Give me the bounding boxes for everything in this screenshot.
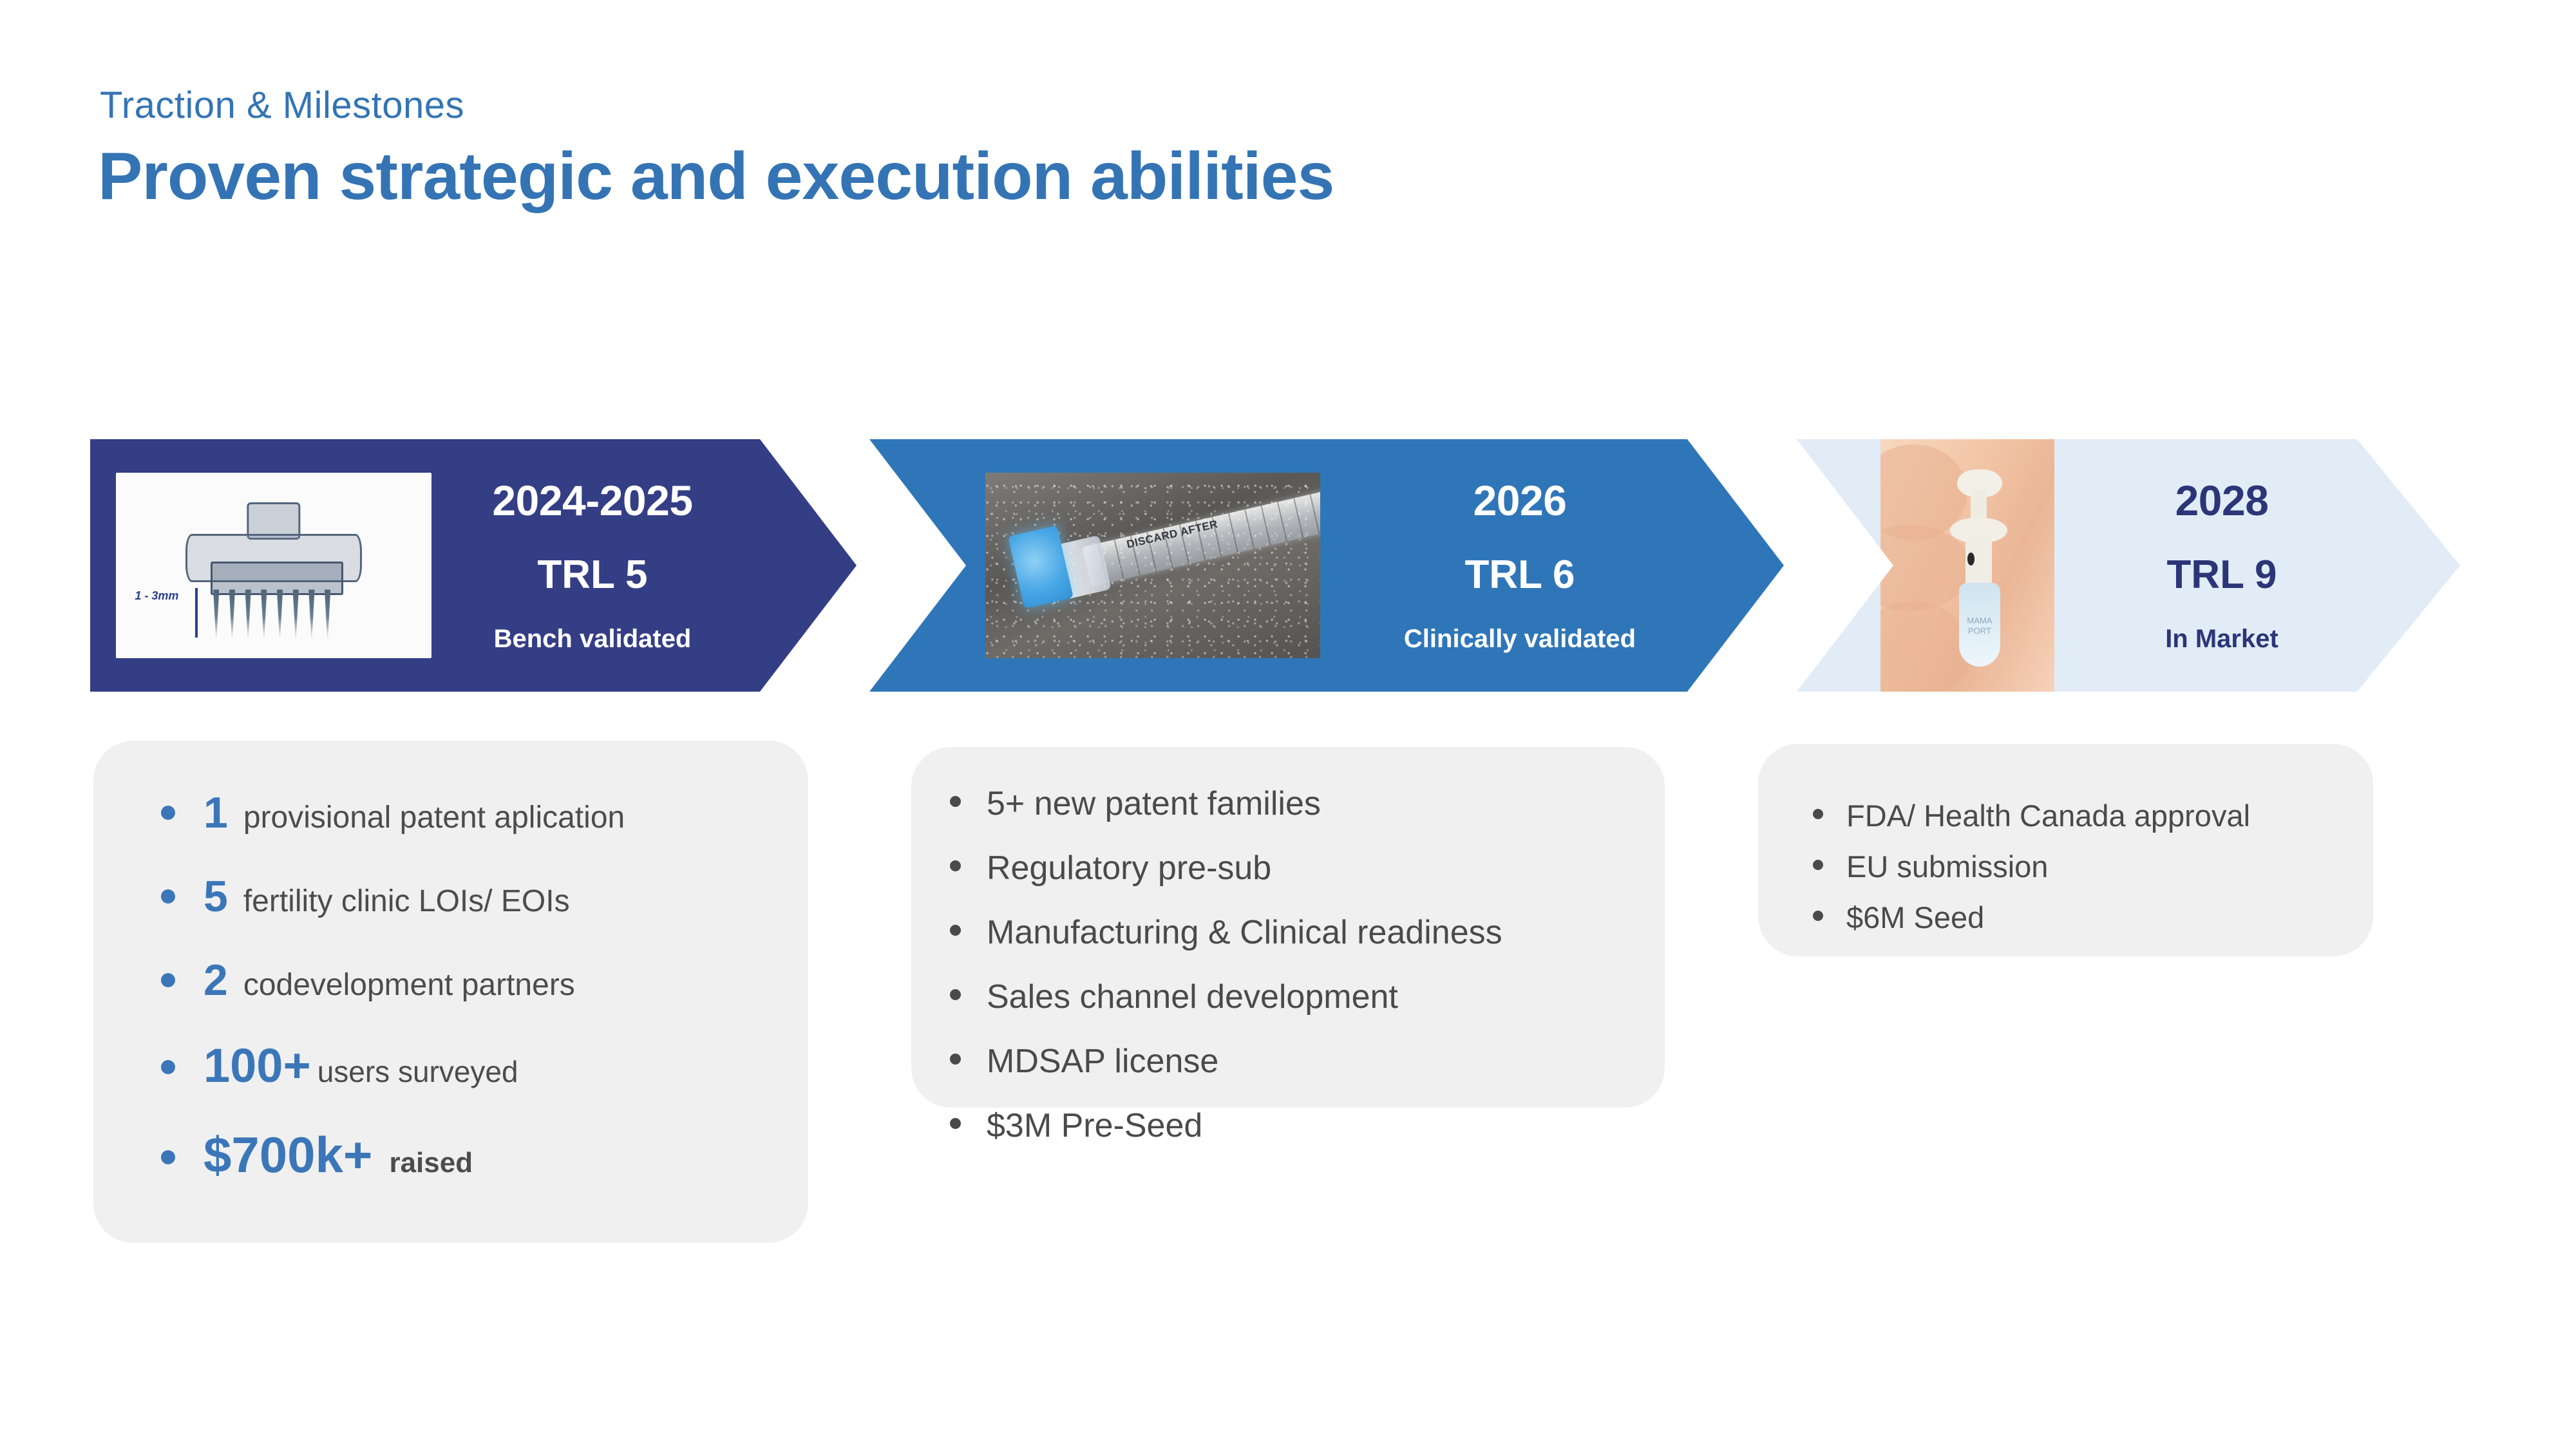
list-item: 5+ new patent families — [950, 787, 1665, 820]
device-block-shape — [211, 562, 343, 595]
list-item: Manufacturing & Clinical readiness — [950, 916, 1665, 949]
metric-value: 1 — [204, 788, 228, 837]
stage-trl: TRL 6 — [1464, 553, 1575, 597]
metric-label: users surveyed — [317, 1055, 518, 1088]
near-term-list: 5+ new patent families Regulatory pre-su… — [911, 747, 1665, 1142]
trl-timeline: 1 - 3mm 2024-2025 TRL 5 Bench validated — [90, 439, 2460, 692]
list-item: FDA/ Health Canada approval — [1813, 800, 2373, 831]
metric-value: 5 — [204, 872, 228, 921]
list-item: EU submission — [1813, 851, 2373, 882]
traction-achievements-card: 1 provisional patent aplication 5 fertil… — [93, 741, 808, 1243]
bullet-dot-icon — [950, 796, 961, 807]
stage-year: 2026 — [1473, 477, 1567, 524]
milestone-label: 5+ new patent families — [987, 785, 1321, 822]
list-item: MDSAP license — [950, 1045, 1665, 1078]
bullet-dot-icon — [161, 973, 175, 987]
achievements-list: 1 provisional patent aplication 5 fertil… — [93, 741, 808, 1180]
bullet-dot-icon — [950, 860, 961, 871]
timeline-stage-2028[interactable]: MAMA PORT 2028 TRL 9 In Market — [1797, 439, 2460, 692]
metric-value: 100+ — [204, 1039, 311, 1092]
bullet-dot-icon — [950, 1054, 961, 1065]
needle-group — [211, 589, 343, 639]
stage-trl: TRL 9 — [2166, 553, 2277, 597]
list-item: Regulatory pre-sub — [950, 851, 1665, 885]
device-port-hole — [1967, 553, 1975, 565]
list-item: 2 codevelopment partners — [161, 958, 808, 1002]
stage-1-text: 2024-2025 TRL 5 Bench validated — [431, 439, 753, 692]
milestone-label: MDSAP license — [987, 1043, 1219, 1080]
timeline-stage-2024-2025[interactable]: 1 - 3mm 2024-2025 TRL 5 Bench validated — [90, 439, 857, 692]
scale-arrow-icon — [195, 588, 198, 638]
stage-status: In Market — [2165, 625, 2278, 653]
stage-status: Clinically validated — [1403, 625, 1636, 653]
bullet-dot-icon — [161, 889, 175, 904]
metric-value: $700k+ — [204, 1126, 373, 1183]
timeline-stage-2026[interactable]: DISCARD AFTER 2026 TRL 6 Clinically vali… — [869, 439, 1784, 692]
near-term-milestones-card: 5+ new patent families Regulatory pre-su… — [911, 747, 1665, 1142]
stage-3-text: 2028 TRL 9 In Market — [2067, 439, 2376, 692]
bullet-dot-icon — [161, 806, 175, 820]
metric-label: provisional patent aplication — [243, 800, 625, 835]
device-cap-shape — [247, 502, 300, 540]
device-body-shape — [1959, 583, 2001, 666]
milestone-label: EU submission — [1846, 849, 2049, 884]
metric-label: codevelopment partners — [243, 968, 575, 1002]
bullet-dot-icon — [1813, 809, 1823, 819]
page-title: Proven strategic and execution abilities — [98, 139, 1334, 214]
bullet-dot-icon — [950, 989, 961, 1000]
hand-holding-device-photo: MAMA PORT — [1880, 439, 2054, 692]
bullet-dot-icon — [161, 1060, 175, 1074]
list-item: 100+ users surveyed — [161, 1042, 808, 1090]
slide-eyebrow: Traction & Milestones — [100, 84, 465, 126]
microneedle-array-render: 1 - 3mm — [116, 473, 431, 658]
metric-label: fertility clinic LOIs/ EOIs — [243, 884, 570, 918]
metric-value: 2 — [204, 956, 228, 1005]
bullet-dot-icon — [1813, 911, 1823, 921]
list-item: 1 provisional patent aplication — [161, 791, 808, 835]
device-brand-text: MAMA PORT — [1967, 616, 1993, 636]
bullet-dot-icon — [1813, 860, 1823, 870]
milestone-label: FDA/ Health Canada approval — [1846, 799, 2251, 833]
milestone-label: $3M Pre-Seed — [987, 1107, 1203, 1144]
stage-year: 2024-2025 — [492, 477, 693, 524]
bullet-dot-icon — [950, 925, 961, 936]
list-item: $6M Seed — [1813, 902, 2373, 933]
milestone-label: Regulatory pre-sub — [987, 849, 1272, 887]
device-disc-shape — [185, 534, 362, 582]
long-term-list: FDA/ Health Canada approval EU submissio… — [1758, 744, 2373, 933]
metric-label: raised — [389, 1147, 473, 1179]
list-item: $700k+ raised — [161, 1130, 808, 1180]
stage-trl: TRL 5 — [537, 553, 648, 597]
milestone-label: $6M Seed — [1846, 900, 1985, 934]
milestone-label: Manufacturing & Clinical readiness — [987, 914, 1502, 951]
scale-caption: 1 - 3mm — [135, 589, 179, 603]
stage-year: 2028 — [2175, 477, 2269, 524]
bullet-dot-icon — [161, 1150, 175, 1164]
list-item: Sales channel development — [950, 980, 1665, 1014]
syringe-with-blue-patch-photo: DISCARD AFTER — [985, 473, 1320, 658]
list-item: $3M Pre-Seed — [950, 1109, 1665, 1142]
milestone-label: Sales channel development — [987, 978, 1398, 1016]
stage-status: Bench validated — [493, 625, 692, 653]
long-term-milestones-card: FDA/ Health Canada approval EU submissio… — [1758, 744, 2373, 956]
bullet-dot-icon — [950, 1118, 961, 1129]
list-item: 5 fertility clinic LOIs/ EOIs — [161, 875, 808, 918]
stage-2-text: 2026 TRL 6 Clinically validated — [1320, 439, 1719, 692]
